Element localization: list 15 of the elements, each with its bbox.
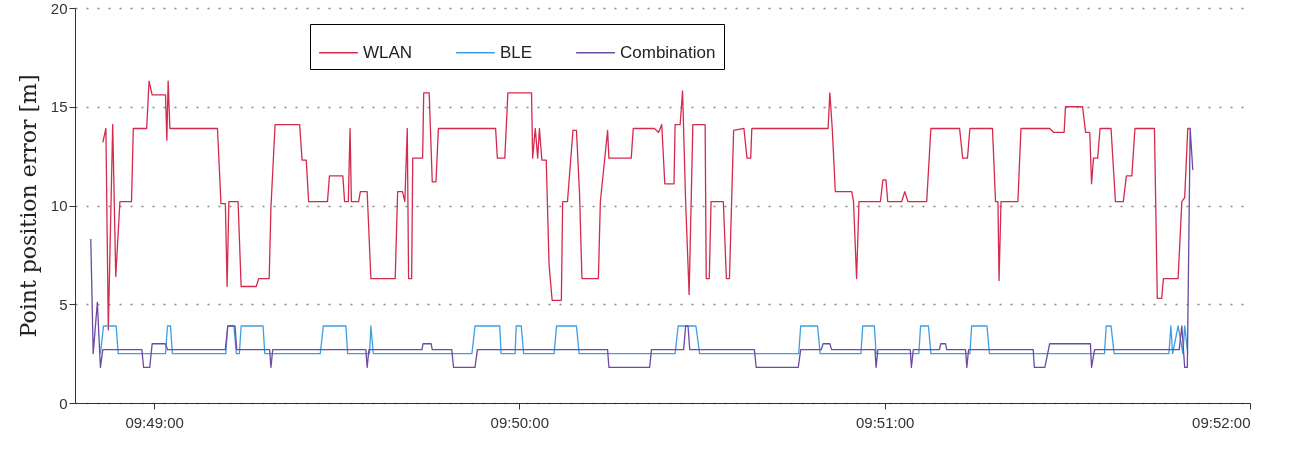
legend-label: WLAN bbox=[363, 42, 413, 62]
legend-label: Combination bbox=[620, 42, 716, 62]
x-tick-label: 09:50:00 bbox=[490, 413, 549, 431]
x-tick-label: 09:52:00 bbox=[1192, 413, 1251, 431]
y-tick-label: 10 bbox=[50, 197, 68, 214]
y-tick-label: 5 bbox=[59, 295, 68, 313]
x-tick-label: 09:49:00 bbox=[125, 413, 184, 431]
legend-label: BLE bbox=[500, 42, 533, 62]
y-tick-label: 15 bbox=[50, 98, 68, 116]
y-axis-title: Point position error [m] bbox=[15, 74, 41, 338]
line-series bbox=[90, 127, 1194, 369]
y-tick-label: 20 bbox=[50, 0, 68, 17]
line-series bbox=[102, 80, 1191, 331]
x-tick-label: 09:51:00 bbox=[855, 413, 915, 431]
y-tick-label: 0 bbox=[59, 394, 68, 412]
